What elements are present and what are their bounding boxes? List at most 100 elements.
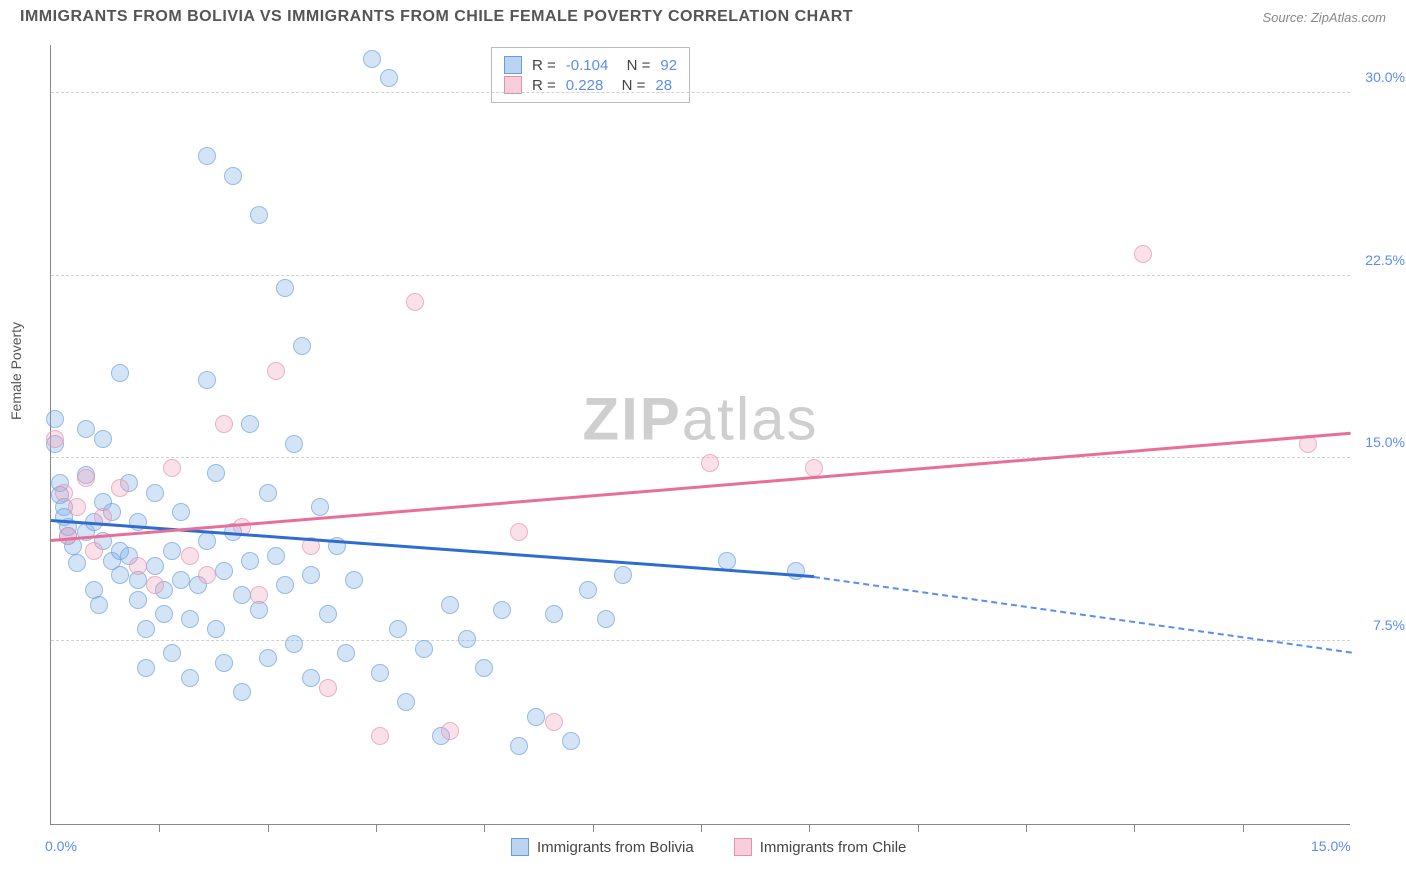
legend-item: Immigrants from Chile: [734, 838, 907, 856]
data-point-bolivia: [137, 620, 155, 638]
data-point-bolivia: [337, 644, 355, 662]
data-point-bolivia: [441, 596, 459, 614]
legend-bottom: Immigrants from Bolivia Immigrants from C…: [511, 838, 906, 856]
gridline: [51, 275, 1350, 276]
data-point-bolivia: [458, 630, 476, 648]
xtick-label: 0.0%: [45, 838, 77, 854]
gridline: [51, 92, 1350, 93]
data-point-bolivia: [267, 547, 285, 565]
data-point-bolivia: [597, 610, 615, 628]
data-point-bolivia: [293, 337, 311, 355]
data-point-bolivia: [172, 503, 190, 521]
watermark: ZIPatlas: [582, 384, 818, 453]
y-axis-label: Female Poverty: [8, 322, 24, 420]
data-point-bolivia: [276, 576, 294, 594]
data-point-chile: [163, 459, 181, 477]
legend-swatch: [734, 838, 752, 856]
data-point-chile: [111, 479, 129, 497]
data-point-bolivia: [614, 566, 632, 584]
ytick-label: 15.0%: [1365, 434, 1405, 450]
data-point-bolivia: [198, 371, 216, 389]
data-point-bolivia: [285, 635, 303, 653]
data-point-bolivia: [146, 557, 164, 575]
data-point-chile: [85, 542, 103, 560]
data-point-chile: [77, 469, 95, 487]
data-point-bolivia: [397, 693, 415, 711]
data-point-bolivia: [259, 484, 277, 502]
data-point-chile: [545, 713, 563, 731]
data-point-chile: [68, 498, 86, 516]
data-point-bolivia: [90, 596, 108, 614]
data-point-bolivia: [285, 435, 303, 453]
data-point-bolivia: [163, 542, 181, 560]
legend-n-label: N =: [618, 57, 650, 74]
data-point-bolivia: [46, 410, 64, 428]
ytick-label: 7.5%: [1373, 617, 1405, 633]
data-point-bolivia: [172, 571, 190, 589]
xtick-label: 15.0%: [1311, 838, 1351, 854]
data-point-chile: [181, 547, 199, 565]
xtick: [1243, 824, 1244, 832]
data-point-bolivia: [319, 605, 337, 623]
data-point-bolivia: [302, 566, 320, 584]
data-point-chile: [441, 722, 459, 740]
data-point-bolivia: [545, 605, 563, 623]
data-point-bolivia: [475, 659, 493, 677]
data-point-chile: [319, 679, 337, 697]
legend-stats: R = -0.104 N = 92R = 0.228 N = 28: [491, 47, 690, 103]
data-point-bolivia: [510, 737, 528, 755]
data-point-chile: [215, 415, 233, 433]
legend-swatch: [504, 56, 522, 74]
xtick: [701, 824, 702, 832]
data-point-bolivia: [493, 601, 511, 619]
source-label: Source: ZipAtlas.com: [1262, 10, 1386, 25]
data-point-bolivia: [163, 644, 181, 662]
xtick: [484, 824, 485, 832]
data-point-bolivia: [371, 664, 389, 682]
data-point-bolivia: [527, 708, 545, 726]
data-point-bolivia: [155, 605, 173, 623]
data-point-bolivia: [198, 532, 216, 550]
data-point-bolivia: [363, 50, 381, 68]
data-point-bolivia: [215, 654, 233, 672]
data-point-chile: [129, 557, 147, 575]
legend-label: Immigrants from Chile: [760, 839, 907, 856]
legend-r-label: R =: [532, 57, 556, 74]
xtick: [268, 824, 269, 832]
data-point-bolivia: [345, 571, 363, 589]
data-point-chile: [1134, 245, 1152, 263]
xtick: [918, 824, 919, 832]
data-point-bolivia: [207, 620, 225, 638]
data-point-bolivia: [241, 552, 259, 570]
data-point-bolivia: [129, 591, 147, 609]
ytick-label: 22.5%: [1365, 252, 1405, 268]
xtick: [1134, 824, 1135, 832]
scatter-chart: ZIPatlas R = -0.104 N = 92R = 0.228 N = …: [50, 45, 1350, 825]
data-point-bolivia: [111, 364, 129, 382]
data-point-chile: [805, 459, 823, 477]
legend-label: Immigrants from Bolivia: [537, 839, 694, 856]
data-point-bolivia: [311, 498, 329, 516]
xtick: [376, 824, 377, 832]
data-point-bolivia: [146, 484, 164, 502]
data-point-bolivia: [241, 415, 259, 433]
trend-line-chile: [51, 432, 1351, 542]
data-point-bolivia: [224, 167, 242, 185]
xtick: [1026, 824, 1027, 832]
data-point-chile: [250, 586, 268, 604]
data-point-bolivia: [198, 147, 216, 165]
data-point-chile: [510, 523, 528, 541]
data-point-bolivia: [181, 669, 199, 687]
data-point-chile: [371, 727, 389, 745]
data-point-chile: [146, 576, 164, 594]
gridline: [51, 640, 1350, 641]
xtick: [809, 824, 810, 832]
data-point-bolivia: [276, 279, 294, 297]
data-point-bolivia: [207, 464, 225, 482]
data-point-bolivia: [181, 610, 199, 628]
data-point-chile: [46, 430, 64, 448]
data-point-chile: [701, 454, 719, 472]
data-point-bolivia: [380, 69, 398, 87]
legend-item: Immigrants from Bolivia: [511, 838, 694, 856]
data-point-bolivia: [259, 649, 277, 667]
